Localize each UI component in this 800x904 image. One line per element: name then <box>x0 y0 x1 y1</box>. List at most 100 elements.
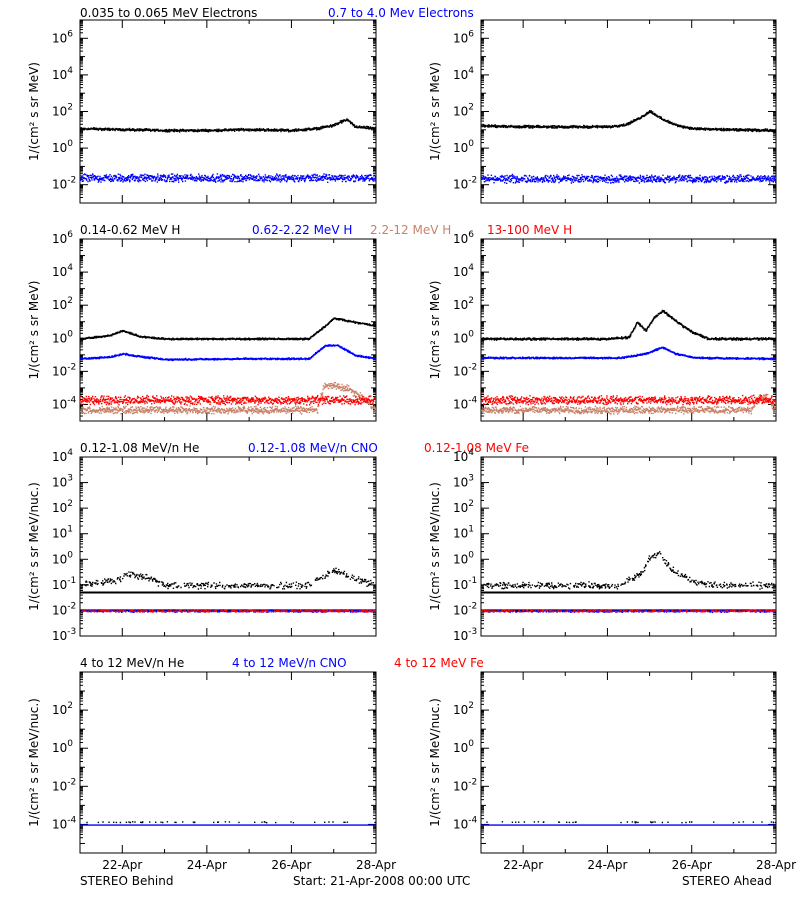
y-tick-label: 104 <box>453 263 474 279</box>
plot-frame <box>79 456 377 637</box>
plot-frame <box>480 456 777 637</box>
footer-right-label: STEREO Ahead <box>682 874 772 888</box>
y-tick-label: 101 <box>52 525 73 541</box>
panel-title-row3-1: 0.12-1.08 MeV/n He <box>80 441 199 455</box>
chart-panels: 10-2 100 102 104 106 1/(cm² s sr MeV) 10-2 100 1… <box>27 19 796 872</box>
series-4-points <box>80 394 376 406</box>
y-tick-label: 10-2 <box>52 362 76 378</box>
y-tick-label: 104 <box>52 448 73 464</box>
x-tick-label: 22-Apr <box>102 858 142 872</box>
footer-left-label: STEREO Behind <box>80 874 174 888</box>
y-tick-label: 102 <box>52 701 73 717</box>
y-tick-label: 100 <box>52 329 73 345</box>
y-tick-label: 106 <box>453 230 474 246</box>
y-tick-label: 10-1 <box>453 576 477 592</box>
chart-heavy-low-ahead: 10-3 10-2 10-1 100 101 102 103 104 1/(cm² s sr M… <box>428 448 777 643</box>
data-layer <box>80 821 376 826</box>
y-tick-label: 10-3 <box>52 627 76 643</box>
y-tick-label: 10-2 <box>453 176 477 192</box>
y-tick-label: 10-2 <box>52 601 76 617</box>
series-1-points <box>486 821 776 824</box>
series-1-points <box>481 551 776 590</box>
y-axis-label: 1/(cm² s sr MeV) <box>27 62 41 161</box>
y-tick-label: 10-2 <box>453 362 477 378</box>
panel-title-row3-3: 0.12-1.08 MeV Fe <box>424 441 529 455</box>
panel-title-row2-1: 0.14-0.62 MeV H <box>80 223 180 237</box>
y-tick-label: 102 <box>453 701 474 717</box>
y-tick-label: 106 <box>52 230 73 246</box>
series-2-points <box>80 824 376 826</box>
series-1-points <box>86 821 376 824</box>
y-axis-label: 1/(cm² s sr MeV/nuc.) <box>27 698 41 827</box>
data-layer <box>481 821 776 826</box>
y-tick-label: 10-4 <box>52 815 77 831</box>
x-tick-label: 26-Apr <box>271 858 311 872</box>
y-tick-label: 104 <box>52 66 73 82</box>
panel-title-row4-3: 4 to 12 MeV Fe <box>394 656 484 670</box>
x-tick-label: 26-Apr <box>672 858 712 872</box>
series-1-points <box>80 567 376 590</box>
series-1-points <box>481 110 776 133</box>
chart-protons-ahead: 10-4 10-2 100 102 104 106 1/(cm² s sr MeV) <box>428 230 777 422</box>
x-tick-label: 28-Apr <box>356 858 396 872</box>
series-3-points <box>481 393 776 415</box>
series-1-points <box>80 317 376 341</box>
y-tick-label: 100 <box>52 550 73 566</box>
data-layer <box>80 118 376 183</box>
x-tick-label: 24-Apr <box>587 858 627 872</box>
panel-title-row1-1: 0.035 to 0.065 MeV Electrons <box>80 6 257 20</box>
y-tick-label: 102 <box>52 499 73 515</box>
panel-title-row4-1: 4 to 12 MeV/n He <box>80 656 184 670</box>
panel-title-row3-2: 0.12-1.08 MeV/n CNO <box>248 441 378 455</box>
series-2-points <box>481 824 776 826</box>
y-tick-label: 104 <box>453 66 474 82</box>
y-tick-label: 10-4 <box>52 395 77 411</box>
chart-electrons-behind: 10-2 100 102 104 106 1/(cm² s sr MeV) <box>27 19 377 204</box>
panel-title-row2-4: 13-100 MeV H <box>487 223 572 237</box>
data-layer <box>481 551 776 614</box>
data-layer <box>80 567 376 613</box>
chart-protons-behind: 10-4 10-2 100 102 104 106 1/(cm² s sr MeV) <box>27 230 377 422</box>
series-4-points <box>481 394 776 406</box>
panel-title-row2-3: 2.2-12 MeV H <box>370 223 451 237</box>
y-tick-label: 10-4 <box>453 815 478 831</box>
y-axis-label: 1/(cm² s sr MeV/nuc.) <box>428 482 442 611</box>
x-tick-label: 24-Apr <box>187 858 227 872</box>
plot-frame <box>79 671 377 854</box>
y-tick-label: 102 <box>52 103 73 119</box>
panel-title-row1-2: 0.7 to 4.0 Mev Electrons <box>328 6 474 20</box>
y-tick-label: 100 <box>52 739 73 755</box>
series-2-points <box>80 344 376 362</box>
y-tick-label: 102 <box>52 296 73 312</box>
y-tick-label: 106 <box>453 29 474 45</box>
chart-electrons-ahead: 10-2 100 102 104 106 1/(cm² s sr MeV) <box>428 19 777 204</box>
x-tick-label: 22-Apr <box>503 858 543 872</box>
series-2-points <box>80 173 376 183</box>
plot-frame <box>480 671 777 854</box>
y-axis-label: 1/(cm² s sr MeV/nuc.) <box>428 698 442 827</box>
series-2-points <box>481 346 776 361</box>
y-tick-label: 106 <box>52 29 73 45</box>
y-tick-label: 100 <box>453 329 474 345</box>
y-axis-label: 1/(cm² s sr MeV) <box>27 281 41 380</box>
footer-start-label: Start: 21-Apr-2008 00:00 UTC <box>293 874 470 888</box>
data-layer <box>80 317 376 415</box>
y-tick-label: 100 <box>453 550 474 566</box>
y-tick-label: 100 <box>52 139 73 155</box>
y-axis-label: 1/(cm² s sr MeV) <box>428 62 442 161</box>
chart-heavy-low-behind: 10-3 10-2 10-1 100 101 102 103 104 1/(cm² s sr M… <box>27 448 377 643</box>
y-tick-label: 10-2 <box>453 777 477 793</box>
data-layer <box>481 309 776 415</box>
panel-row-titles: 0.035 to 0.065 MeV Electrons 0.7 to 4.0 M… <box>80 6 572 670</box>
data-layer <box>481 110 776 184</box>
y-tick-label: 10-1 <box>52 576 76 592</box>
y-tick-label: 102 <box>453 296 474 312</box>
chart-heavy-high-behind: 22-Apr 24-Apr 26-Apr 28-Apr 10-4 10-2 100 102 1/… <box>27 671 396 872</box>
y-tick-label: 104 <box>453 448 474 464</box>
series-2-points <box>481 173 776 184</box>
plot-frame <box>480 238 777 422</box>
y-axis-label: 1/(cm² s sr MeV) <box>428 281 442 380</box>
y-axis-label: 1/(cm² s sr MeV/nuc.) <box>27 482 41 611</box>
